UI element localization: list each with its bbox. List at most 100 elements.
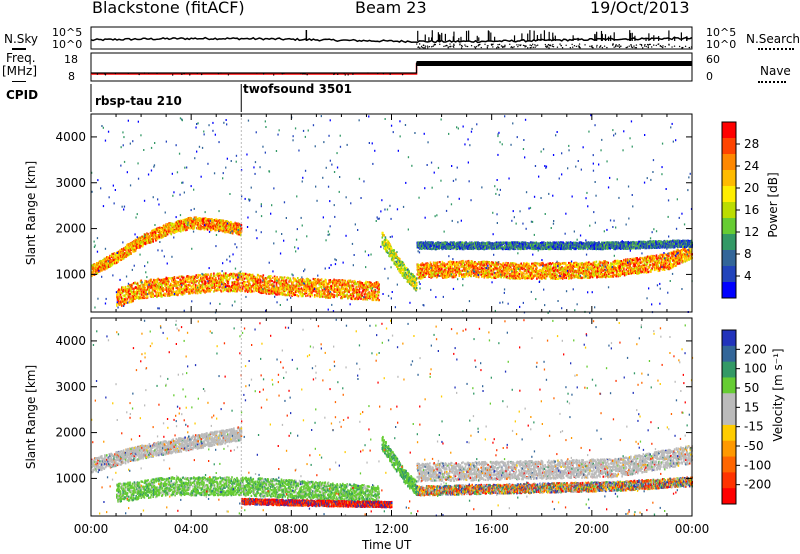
nsearch-point [471,45,472,46]
nsearch-point [641,44,642,45]
nsearch-point [487,47,488,48]
nsearch-point [453,43,454,44]
nave-point [273,74,274,75]
nave-point [345,74,346,75]
nsearch-point [439,44,440,45]
nsearch-point [516,44,517,45]
nsearch-point [423,44,424,45]
nsearch-point [517,46,518,47]
nsearch-point [461,46,462,47]
nsearch-point [689,47,690,48]
heatmap-cell [130,253,132,255]
nsearch-point [548,44,549,45]
nsearch-point [497,46,498,47]
nsearch-point [531,45,532,46]
nsearch-point [545,44,546,45]
top-panels [91,27,692,112]
nsearch-point [527,47,528,48]
nsearch-point [423,47,424,48]
nsearch-point [602,47,603,48]
nave-point [189,74,190,75]
nsearch-point [434,44,435,45]
nave-point [97,73,98,74]
nsearch-point [467,46,468,47]
nsearch-point [612,43,613,44]
nave-point [383,73,384,74]
nsearch-point [553,46,554,47]
nave-point [337,74,338,75]
nsearch-point [537,45,538,46]
nsearch-point [545,46,546,47]
nsearch-point [465,46,466,47]
nave-point [367,72,368,73]
nave-point [333,74,334,75]
nsearch-point [453,46,454,47]
nave-point [377,73,378,74]
nsearch-point [484,44,485,45]
nsearch-point [634,47,635,48]
nsearch-point [422,47,423,48]
nsearch-point [446,45,447,46]
nsearch-point [620,45,621,46]
nsearch-point [425,45,426,46]
nsearch-point [523,45,524,46]
nsearch-point [630,44,631,45]
nsearch-point [589,46,590,47]
nsearch-point [449,43,450,44]
nsearch-point [613,46,614,47]
heatmap-cell [114,253,116,255]
nave-point [128,73,129,74]
heatmap-cell [159,236,161,238]
nsearch-point [592,47,593,48]
nave-point [218,73,219,74]
nsearch-point [474,46,475,47]
nsearch-point [599,46,600,47]
nsearch-point [427,47,428,48]
nsearch-point [496,47,497,48]
nsearch-point [431,46,432,47]
nave-point [148,73,149,74]
nsearch-point [660,45,661,46]
nave-point [300,73,301,74]
nsearch-point [619,47,620,48]
nsearch-point [627,46,628,47]
nsearch-point [510,47,511,48]
nsearch-point [513,46,514,47]
nave-point [105,74,106,75]
nsearch-point [617,45,618,46]
nsearch-point [481,47,482,48]
nsearch-point [576,46,577,47]
nsearch-point [584,44,585,45]
nsearch-point [685,46,686,47]
heatmap-cell [117,261,119,263]
nave-point [172,74,173,75]
nsearch-point [445,45,446,46]
heatmap-cell [152,239,154,241]
nsearch-point [461,47,462,48]
nave-point [144,72,145,73]
nsearch-point [626,47,627,48]
nsearch-point [476,46,477,47]
nsearch-point [492,46,493,47]
nsearch-point [561,45,562,46]
nave-point [352,73,353,74]
nsearch-point [529,44,530,45]
heatmap-cell [180,230,182,232]
nsearch-point [459,44,460,45]
nsearch-point [682,47,683,48]
nave-point [263,73,264,74]
heatmap-cell [147,233,149,235]
nsearch-point [419,47,420,48]
nsearch-point [447,47,448,48]
nave-point [302,73,303,74]
nsearch-point [578,45,579,46]
nsearch-point [579,43,580,44]
nsearch-point [631,46,632,47]
nsearch-point [615,44,616,45]
nsearch-point [525,45,526,46]
nsearch-point [646,46,647,47]
nsearch-point [421,46,422,47]
nsearch-point [518,44,519,45]
nsearch-point [562,47,563,48]
nsearch-point [427,45,428,46]
